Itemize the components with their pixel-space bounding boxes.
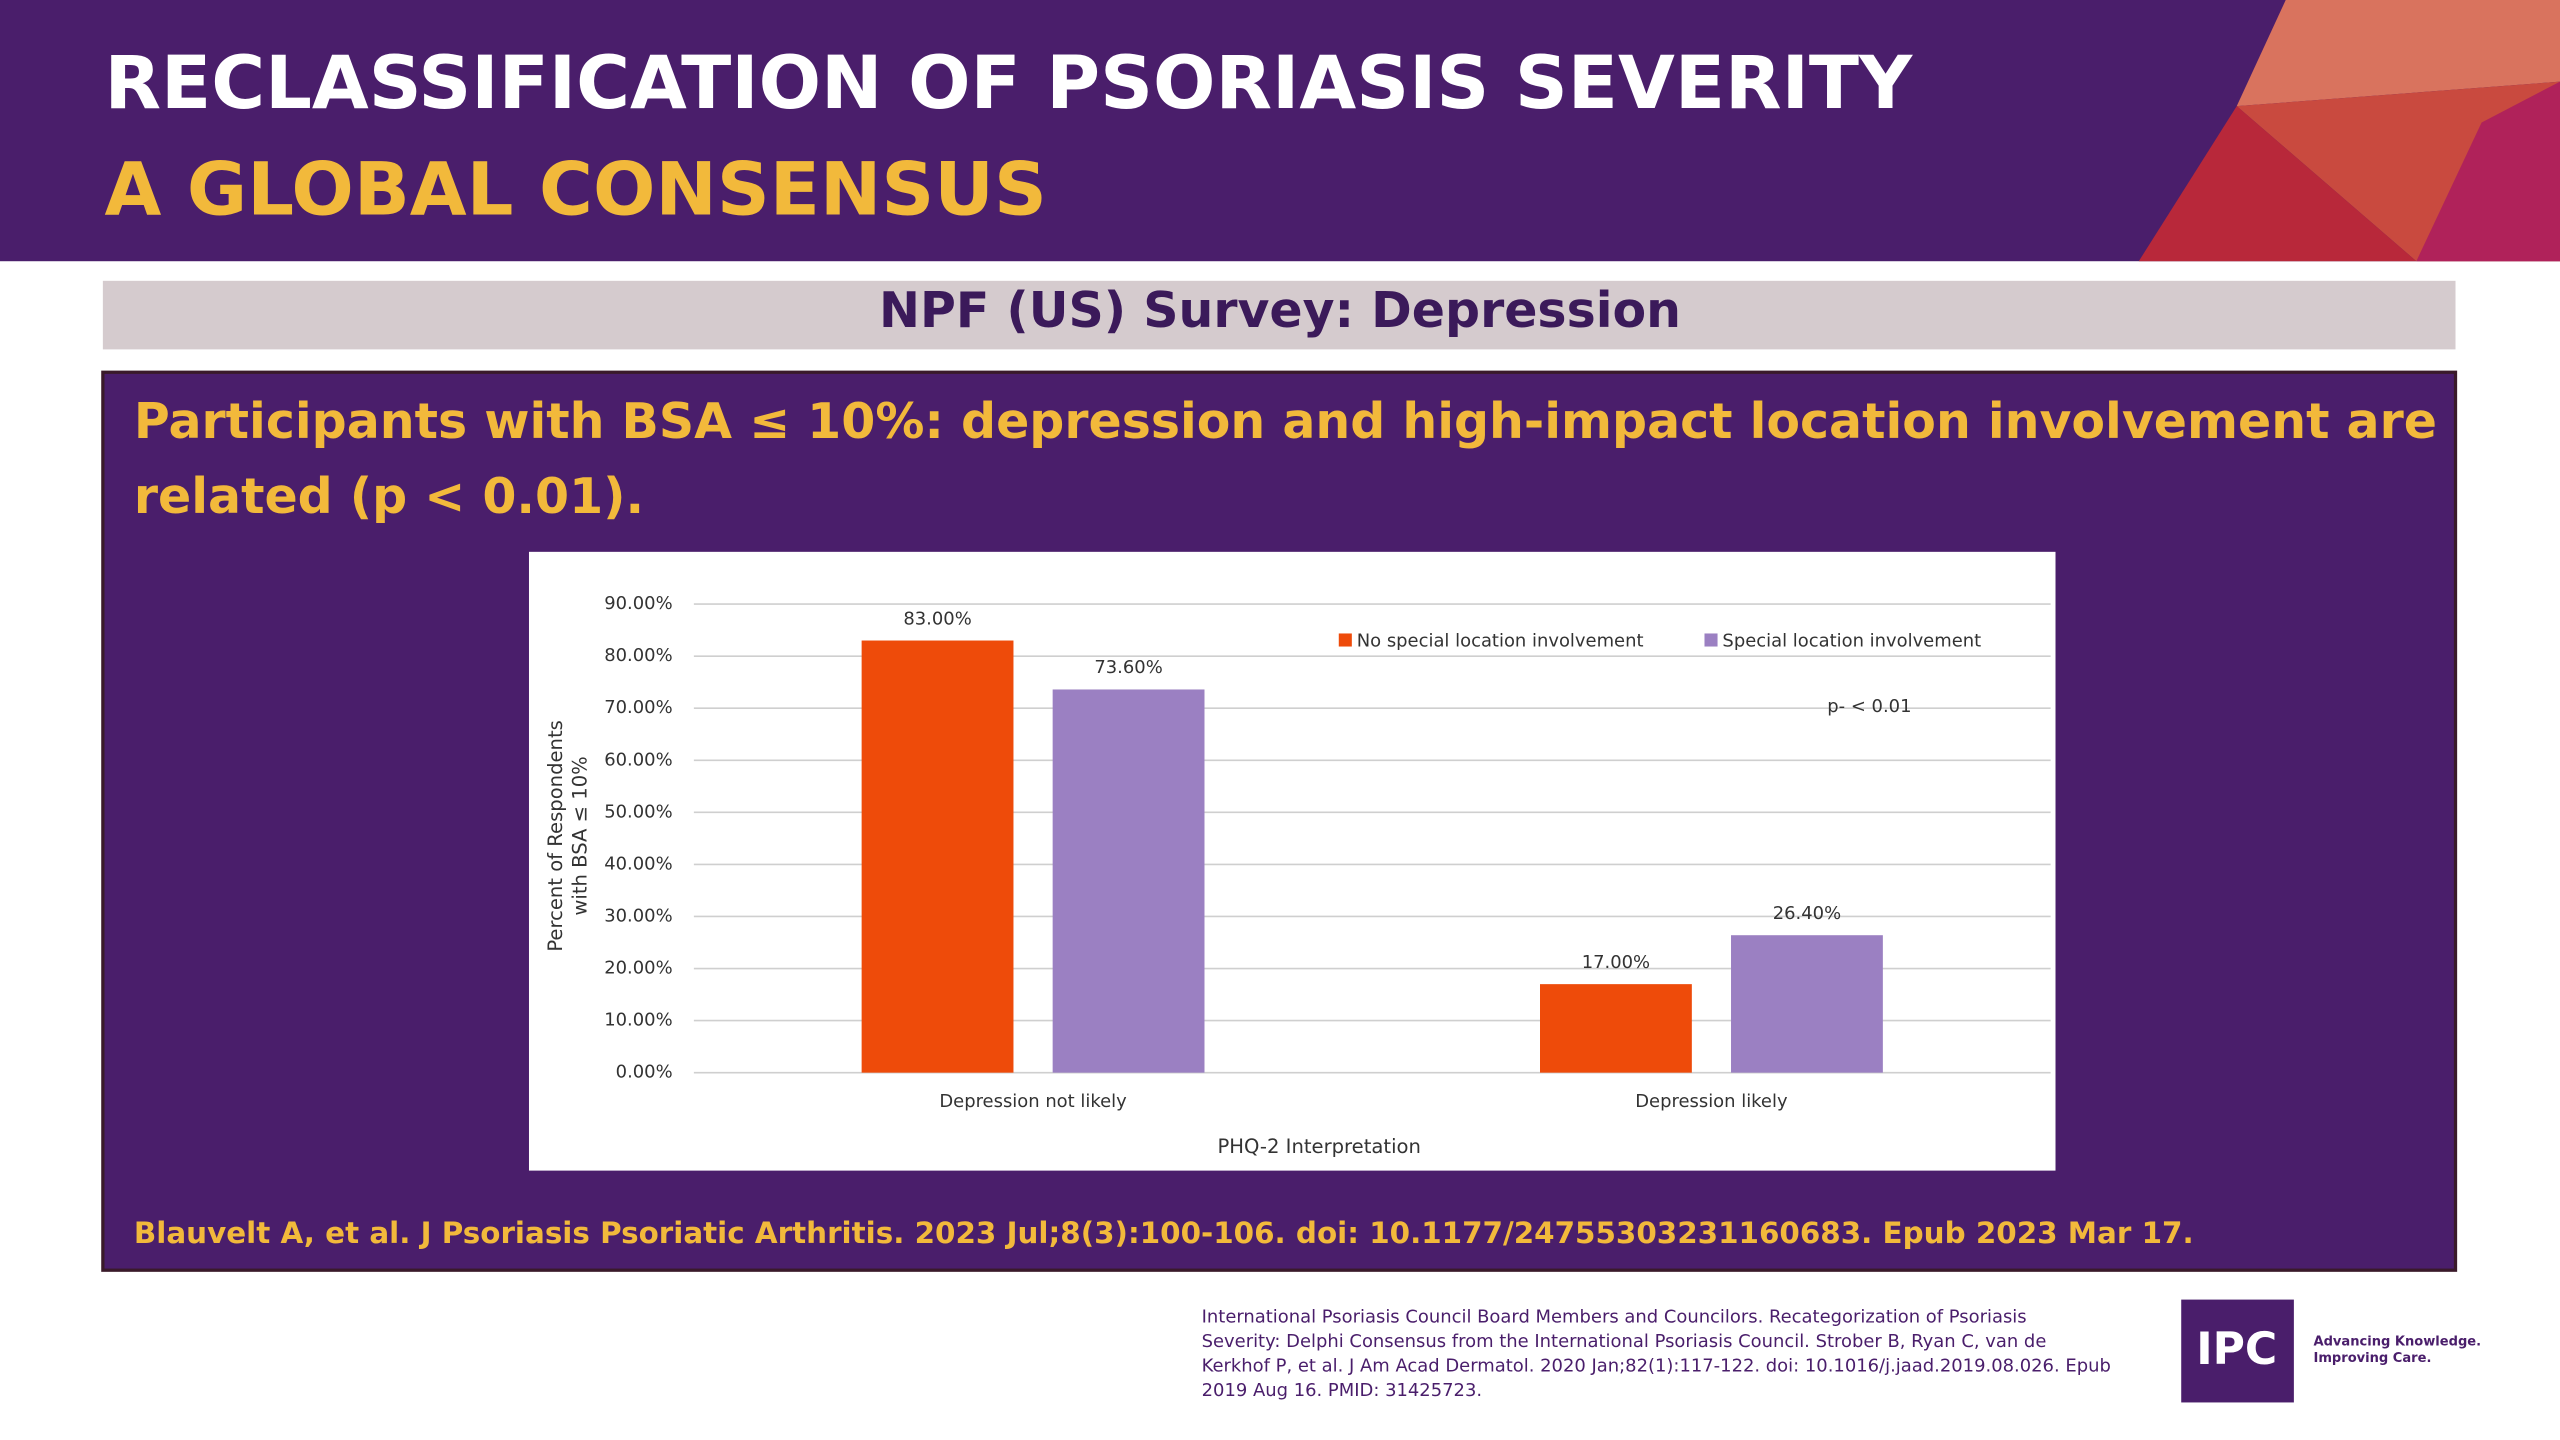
decor <box>2236 0 2560 107</box>
value-label: 17.00% <box>1582 952 1650 973</box>
x-tick-label: Depression likely <box>1635 1091 1788 1112</box>
chart: 0.00% 10.00% 20.00% 30.00% 40.00% 50.00% 60.00… <box>544 593 2051 1158</box>
value-label: 26.40% <box>1773 903 1841 924</box>
title: RECLASSIFICATION OF PSORIASIS SEVERITY <box>104 41 1913 126</box>
section-bar <box>102 280 2456 350</box>
y-tick-label: 20.00% <box>604 958 672 979</box>
y-tick-label: 10.00% <box>604 1010 672 1031</box>
y-tick-label: 90.00% <box>604 593 672 614</box>
value-label: 73.60% <box>1094 657 1162 678</box>
legend-label: Special location involvement <box>1722 631 1981 652</box>
y-tick-label: 80.00% <box>604 645 672 666</box>
x-axis-label: PHQ-2 Interpretation <box>1217 1135 1420 1158</box>
y-tick-label: 40.00% <box>604 853 672 874</box>
decor <box>2416 81 2560 262</box>
source: Blauvelt A, et al. J Psoriasis Psoriatic… <box>134 1216 2194 1250</box>
logo-box <box>2181 1299 2294 1403</box>
subtitle: A GLOBAL CONSENSUS <box>104 147 1046 232</box>
value-label: 83.00% <box>903 608 971 629</box>
statement-line: related (p < 0.01). <box>134 468 644 525</box>
logo: IPC <box>2196 1324 2277 1375</box>
bar <box>1731 935 1883 1073</box>
reference-line: Severity: Delphi Consensus from the Inte… <box>1202 1331 2047 1352</box>
header-band <box>0 0 2560 262</box>
reference-line: International Psoriasis Council Board Me… <box>1202 1307 2027 1328</box>
reference-line: Kerkhof P, et al. J Am Acad Dermatol. 20… <box>1202 1356 2111 1377</box>
y-tick-label: 0.00% <box>616 1062 673 1083</box>
bar <box>1052 689 1205 1073</box>
y-tick-label: 70.00% <box>604 697 672 718</box>
bar <box>861 640 1014 1073</box>
reference-line: 2019 Aug 16. PMID: 31425723. <box>1202 1380 1482 1401</box>
statement-line: Participants with BSA ≤ 10%: depression … <box>134 393 2437 450</box>
tagline: Advancing Knowledge. <box>2313 1335 2481 1350</box>
y-tick-label: 30.00% <box>604 905 672 926</box>
legend-swatch <box>1704 633 1718 647</box>
y-tick-label: 60.00% <box>604 749 672 770</box>
y-axis-label: with BSA ≤ 10% <box>569 756 592 915</box>
x-tick-label: Depression not likely <box>939 1091 1127 1112</box>
decor <box>2138 106 2417 262</box>
legend-swatch <box>1338 633 1352 647</box>
y-axis-label: Percent of Respondents <box>544 720 567 952</box>
bar <box>1540 984 1692 1073</box>
legend-label: No special location involvement <box>1357 631 1644 652</box>
y-tick-label: 50.00% <box>604 801 672 822</box>
annotation: p- < 0.01 <box>1827 696 1911 717</box>
section-title: NPF (US) Survey: Depression <box>879 282 1681 339</box>
tagline: Improving Care. <box>2313 1351 2431 1366</box>
